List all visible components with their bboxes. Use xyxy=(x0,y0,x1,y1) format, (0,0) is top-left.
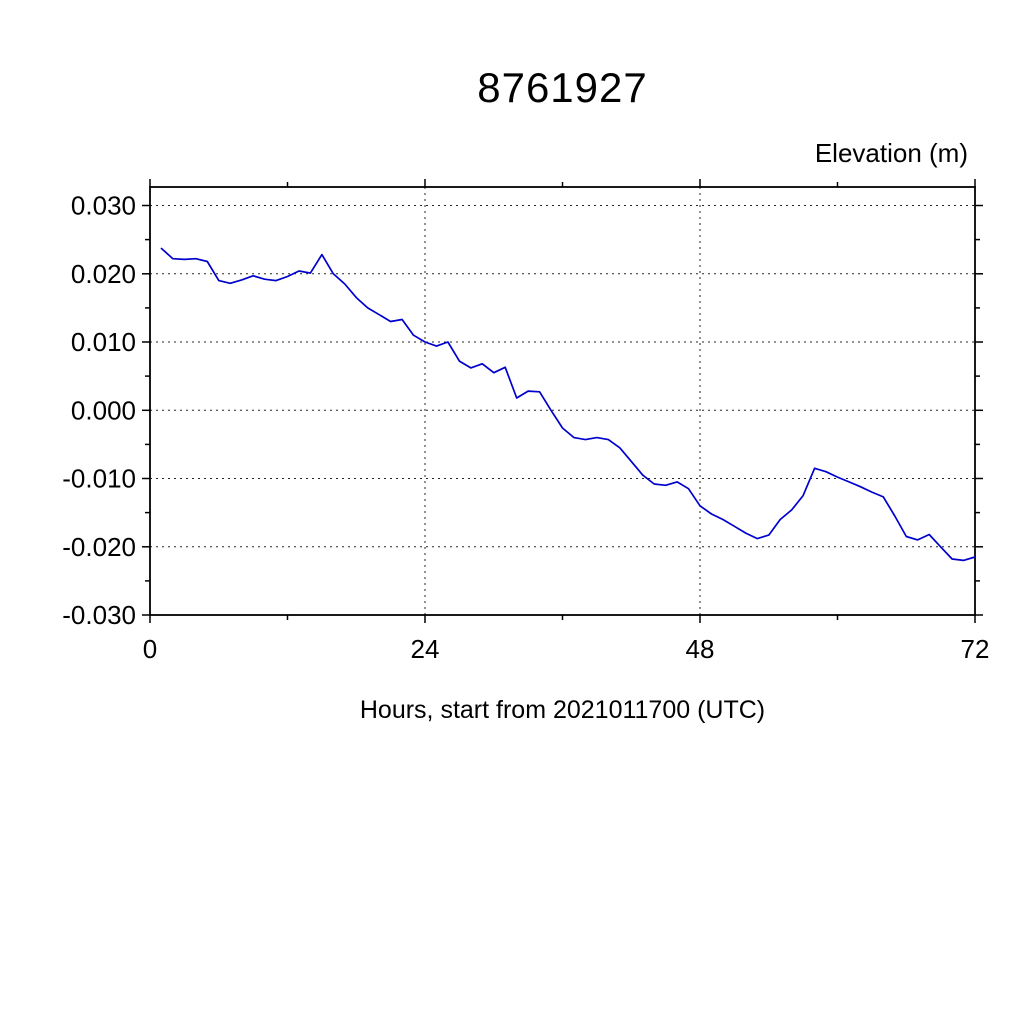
y-tick-label: 0.010 xyxy=(71,327,136,357)
y-tick-label: 0.020 xyxy=(71,259,136,289)
y-axis-unit-label: Elevation (m) xyxy=(814,138,968,168)
x-tick-label: 72 xyxy=(961,634,990,664)
elevation-series-line xyxy=(160,247,976,562)
y-tick-label: -0.020 xyxy=(62,532,136,562)
x-tick-label: 0 xyxy=(143,634,157,664)
y-tick-label: -0.010 xyxy=(62,464,136,494)
x-tick-label: 24 xyxy=(411,634,440,664)
chart-title: 8761927 xyxy=(477,64,648,111)
y-tick-label: 0.000 xyxy=(71,395,136,425)
x-tick-label: 48 xyxy=(686,634,715,664)
x-axis-label: Hours, start from 2021011700 (UTC) xyxy=(359,696,766,724)
y-tick-label: 0.030 xyxy=(71,191,136,221)
y-tick-label: -0.030 xyxy=(62,600,136,630)
